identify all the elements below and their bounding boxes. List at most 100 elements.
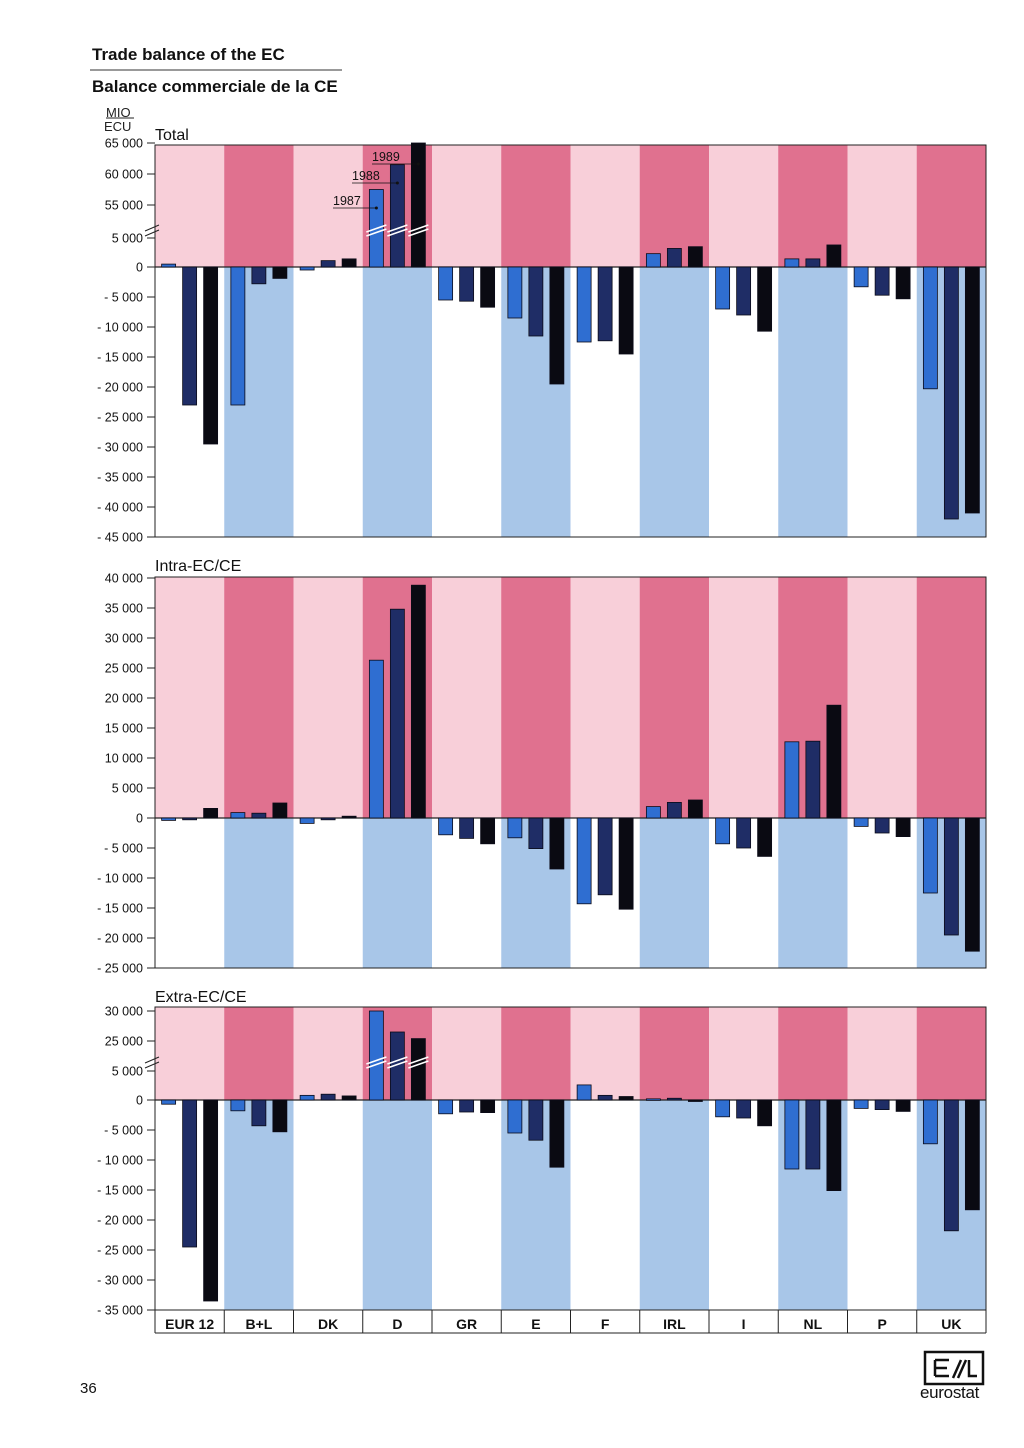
logo-frame [923, 1350, 985, 1386]
band-positive [916, 577, 987, 818]
bar-1988-I [736, 1099, 752, 1119]
bar-1989-DK [341, 258, 357, 268]
bar-1989-IRL [687, 1099, 703, 1102]
bar-1988-E [528, 817, 544, 850]
bar-1989-GR [480, 817, 496, 845]
bar-1989-I [757, 266, 773, 332]
bar-1988-NL [805, 258, 821, 268]
bar-1988-D [389, 608, 405, 819]
bar-1989-P [895, 817, 911, 838]
bar-1988-F [597, 1094, 613, 1101]
bar-1989-E [549, 1099, 565, 1168]
y-tick-label: - 30 000 [97, 441, 143, 455]
band-negative [155, 818, 225, 968]
bar-1989-IRL [687, 246, 703, 268]
band-positive [709, 1007, 779, 1100]
y-tick-label: 5 000 [112, 782, 143, 796]
y-tick-label: - 25 000 [97, 1244, 143, 1258]
band-positive [778, 1007, 848, 1100]
band-positive [432, 145, 502, 267]
bar-1988-NL [805, 1099, 821, 1170]
bar-1987-I [715, 1099, 731, 1118]
bar-1987-D [368, 1010, 384, 1101]
band-positive [916, 145, 987, 267]
bar-1987-NL [784, 258, 800, 268]
y-tick-label: - 10 000 [97, 1154, 143, 1168]
y-tick-label: 20 000 [105, 692, 143, 706]
category-label: NL [804, 1316, 823, 1332]
bar-1987-GR [438, 1099, 454, 1115]
band-negative [847, 267, 918, 537]
band-negative [639, 818, 710, 968]
bar-1989-E [549, 266, 565, 385]
bar-1989-GR [480, 1099, 496, 1113]
axis-break-mark [144, 1056, 160, 1069]
band-positive [155, 145, 225, 267]
panel-title: Total [155, 127, 189, 144]
bar-1987-F [576, 266, 592, 343]
unit-label-mio: MIO [106, 105, 131, 120]
band-positive [155, 577, 225, 818]
bar-1988-EUR12 [182, 1099, 198, 1248]
unit-label-ecu: ECU [104, 119, 131, 134]
axis-break-mark [144, 224, 160, 237]
band-negative [778, 267, 848, 537]
bar-1987-UK [922, 266, 938, 390]
band-positive [432, 577, 502, 818]
bar-1989-BL [272, 266, 288, 279]
bar-1988-NL [805, 740, 821, 819]
annotation-dot [416, 162, 420, 166]
y-tick-label: 30 000 [105, 632, 143, 646]
bar-1989-E [549, 817, 565, 870]
y-tick-label: 15 000 [105, 722, 143, 736]
y-tick-label: - 20 000 [97, 932, 143, 946]
bar-1987-P [853, 266, 869, 288]
y-tick-label: 25 000 [105, 1035, 143, 1049]
category-label: B+L [245, 1316, 272, 1332]
y-tick-label: 60 000 [105, 168, 143, 182]
y-tick-label: - 15 000 [97, 902, 143, 916]
bar-1988-DK [320, 260, 336, 268]
year-annotation-1988: 1988 [352, 169, 380, 183]
band-positive [916, 1007, 987, 1100]
band-positive [224, 1007, 294, 1100]
bar-1988-EUR12 [182, 817, 198, 821]
bar-1989-F [618, 1096, 634, 1101]
bar-1988-BL [251, 1099, 267, 1127]
y-tick-label: - 5 000 [104, 291, 143, 305]
panel-2: Intra-EC/CE 40 000 35 000 30 000 25 000 20 00… [97, 558, 987, 976]
bar-break-mark [408, 1056, 429, 1069]
bar-1988-DK [320, 1093, 336, 1101]
bar-1989-P [895, 266, 911, 300]
band-positive [293, 145, 364, 267]
bar-1987-DK [299, 1094, 315, 1101]
category-label: IRL [663, 1316, 686, 1332]
y-tick-label: - 10 000 [97, 321, 143, 335]
bar-1987-EUR12 [161, 263, 177, 268]
bar-1987-D [368, 659, 384, 819]
bar-1989-EUR12 [203, 1099, 219, 1302]
annotation-dot [395, 181, 399, 185]
band-positive [570, 577, 641, 818]
y-tick-label: 55 000 [105, 199, 143, 213]
bar-1988-I [736, 266, 752, 316]
bar-1987-UK [922, 817, 938, 894]
band-negative [847, 1100, 918, 1310]
y-tick-label: - 5 000 [104, 1124, 143, 1138]
y-tick-label: - 20 000 [97, 381, 143, 395]
y-tick-label: 35 000 [105, 602, 143, 616]
bar-1988-BL [251, 266, 267, 285]
bar-1988-D [389, 1031, 405, 1101]
band-negative [362, 1100, 433, 1310]
y-tick-label: - 40 000 [97, 501, 143, 515]
band-positive [570, 1007, 641, 1100]
band-positive [847, 577, 918, 818]
bar-1989-DK [341, 1095, 357, 1101]
bar-1987-I [715, 266, 731, 310]
y-tick-label: 25 000 [105, 662, 143, 676]
plot-frame [154, 576, 987, 969]
year-annotation-1987: 1987 [333, 194, 361, 208]
y-tick-label: - 45 000 [97, 531, 143, 545]
bar-1989-I [757, 1099, 773, 1127]
